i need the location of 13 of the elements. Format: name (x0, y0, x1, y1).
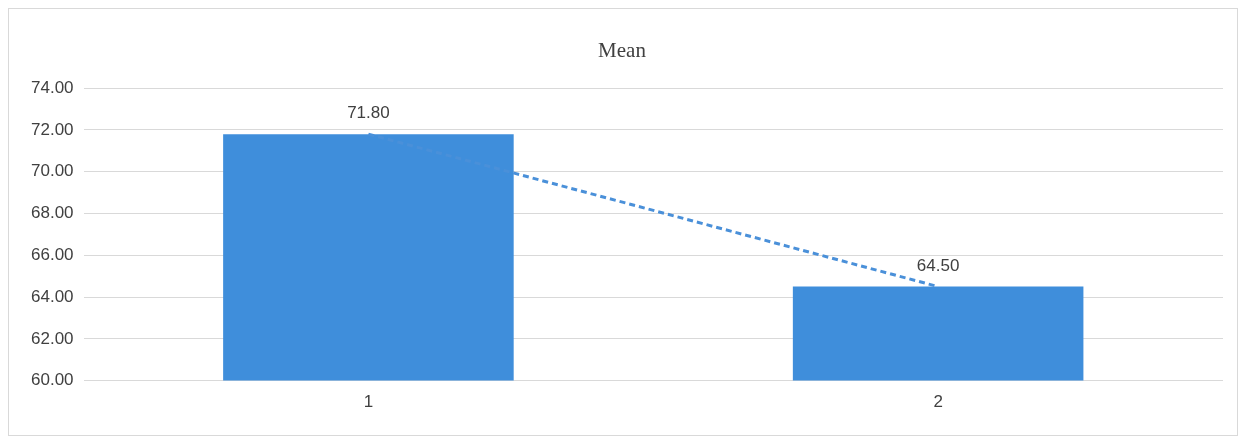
y-tick-label: 68.00 (30, 203, 74, 223)
x-tick-label: 1 (363, 392, 374, 412)
y-tick-label: 70.00 (30, 161, 74, 181)
chart-title: Mean (598, 38, 647, 63)
data-label: 71.80 (347, 103, 390, 123)
y-tick-label: 64.00 (30, 286, 74, 306)
y-tick-label: 62.00 (30, 328, 74, 348)
data-label: 64.50 (916, 255, 960, 275)
x-tick-label: 2 (933, 392, 943, 412)
y-tick-label: 60.00 (30, 370, 74, 390)
y-tick-label: 74.00 (30, 77, 74, 97)
y-tick-label: 66.00 (30, 244, 74, 264)
y-tick-label: 72.00 (30, 119, 74, 139)
